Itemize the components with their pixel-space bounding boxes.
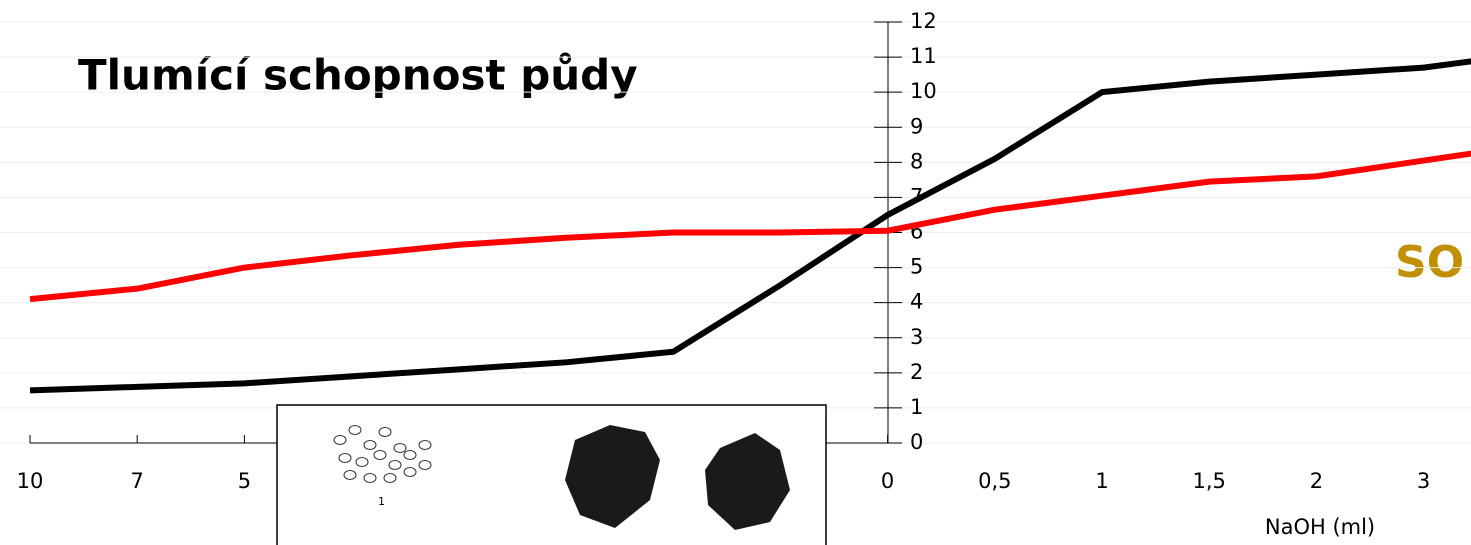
y-tick-label: 0 <box>910 430 923 454</box>
series-line <box>30 145 1471 299</box>
figure-label: 1 <box>378 495 385 508</box>
x-axis-label: NaOH (ml) <box>1265 515 1375 539</box>
x-tick-label: 7 <box>131 469 144 493</box>
x-tick-label: 1 <box>1095 469 1108 493</box>
y-tick-label: 5 <box>910 255 923 279</box>
page: Tlumící schopnost půdy SO NaOH (ml) 0123… <box>0 0 1471 545</box>
x-tick-label: 5 <box>238 469 251 493</box>
chart: Tlumící schopnost půdy SO NaOH (ml) 0123… <box>0 0 1471 545</box>
y-tick-label: 11 <box>910 44 937 68</box>
y-tick-label: 8 <box>910 149 923 173</box>
y-tick-label: 2 <box>910 360 923 384</box>
soil-figure: 1 <box>277 405 826 545</box>
series-line <box>30 54 1471 391</box>
y-tick-label: 9 <box>910 114 923 138</box>
y-tick-label: 4 <box>910 290 923 314</box>
y-tick-label: 12 <box>910 9 937 33</box>
x-tick-label: 3 <box>1417 469 1430 493</box>
y-tick-label: 1 <box>910 395 923 419</box>
x-tick-label: 1,5 <box>1192 469 1225 493</box>
y-tick-label: 10 <box>910 79 937 103</box>
annotation: SO <box>1395 237 1464 288</box>
x-tick-label: 10 <box>17 469 44 493</box>
y-tick-label: 3 <box>910 325 923 349</box>
x-tick-label: 2 <box>1310 469 1323 493</box>
x-tick-label: 0 <box>881 469 894 493</box>
x-tick-label: 0,5 <box>978 469 1011 493</box>
